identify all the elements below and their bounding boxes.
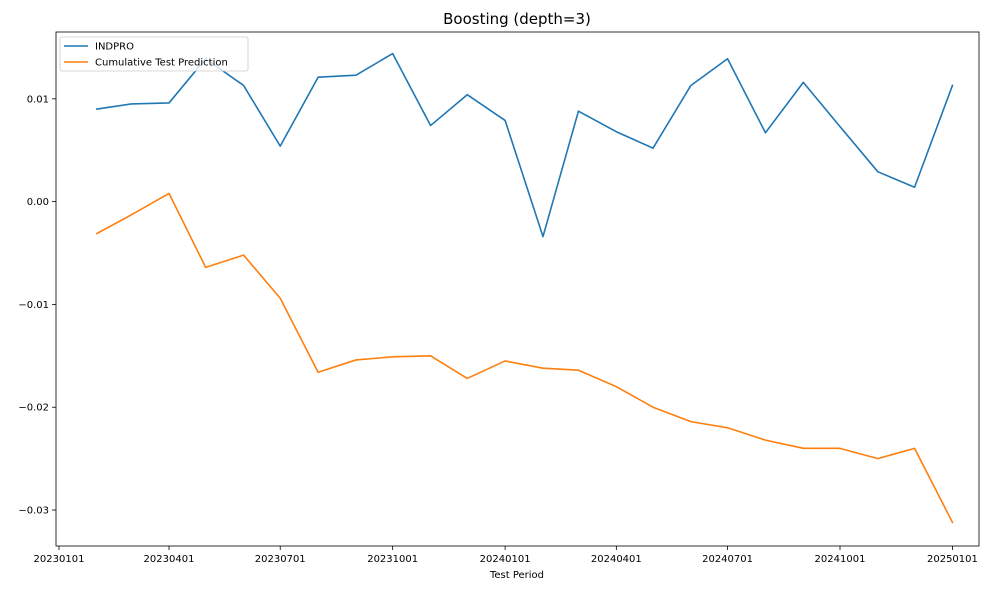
x-tick-label: 20231001: [367, 554, 418, 565]
x-tick-label: 20240401: [591, 554, 642, 565]
plot-frame: [55, 31, 980, 547]
plot-background: [56, 32, 979, 546]
series-layer: [95, 52, 954, 524]
legend-entry: INDPRO: [95, 42, 134, 53]
y-tick-label: −0.01: [18, 300, 49, 311]
y-tick-label: 0.01: [27, 94, 49, 105]
legend-entry: Cumulative Test Prediction: [95, 58, 228, 69]
x-tick-label: 20240101: [480, 554, 531, 565]
legend: INDPRO Cumulative Test Prediction: [59, 36, 249, 72]
x-tick-label: 20250101: [927, 554, 978, 565]
x-tick-label: 20230101: [34, 554, 85, 565]
y-tick-label: −0.03: [18, 506, 49, 517]
x-tick-label: 20240701: [702, 554, 753, 565]
x-tick-label: 20230701: [255, 554, 306, 565]
series-line-cumulative-test-prediction: [95, 192, 954, 524]
x-tick-label: 20230401: [144, 554, 195, 565]
y-tick-label: −0.02: [18, 403, 49, 414]
series-line-indpro: [95, 52, 954, 238]
y-axis-ticks: 0.01 0.00 −0.01 −0.02 −0.03: [18, 94, 56, 517]
x-tick-label: 20241001: [815, 554, 866, 565]
x-axis-label: Test Period: [489, 570, 544, 581]
y-tick-label: 0.00: [27, 197, 49, 208]
chart-title: Boosting (depth=3): [443, 10, 591, 28]
x-axis-ticks: 20230101 20230401 20230701 20231001 20240101…: [34, 546, 978, 565]
legend-box: [59, 36, 249, 72]
